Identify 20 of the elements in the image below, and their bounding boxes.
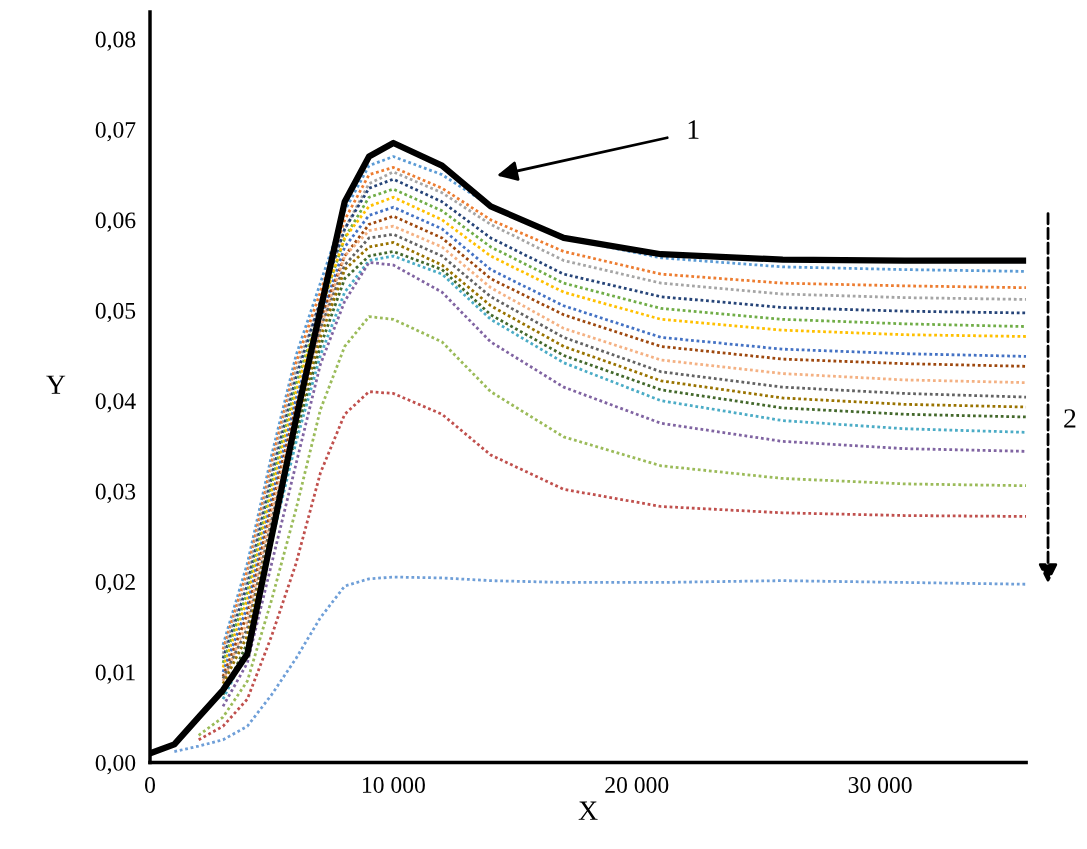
y-tick-label: 0,03 — [95, 483, 136, 503]
y-tick-label: 0,08 — [95, 31, 136, 51]
y-axis-title: Y — [46, 375, 66, 394]
x-tick-label: 20 000 — [605, 776, 669, 793]
x-tick-label: 10 000 — [362, 776, 425, 793]
y-tick-label: 0,04 — [95, 393, 136, 413]
annotation: 1 — [688, 120, 699, 139]
text: 2 — [1064, 409, 1076, 428]
y-tick-label: 0,06 — [95, 212, 136, 232]
x-axis-title: X — [578, 801, 598, 820]
line-series — [172, 575, 1027, 753]
y-tick-label: 0,05 — [95, 302, 136, 323]
y-tick-label: 0,01 — [95, 664, 135, 684]
line-series — [197, 315, 1027, 737]
x-tick-label: 30 000 — [848, 776, 912, 793]
y-tick-label: 0,00 — [95, 754, 136, 775]
x-tick-label: 0 — [145, 776, 156, 793]
y-tick-label: 0,02 — [95, 574, 135, 594]
line-series — [197, 390, 1027, 742]
y-tick-label: 0,07 — [95, 121, 136, 142]
